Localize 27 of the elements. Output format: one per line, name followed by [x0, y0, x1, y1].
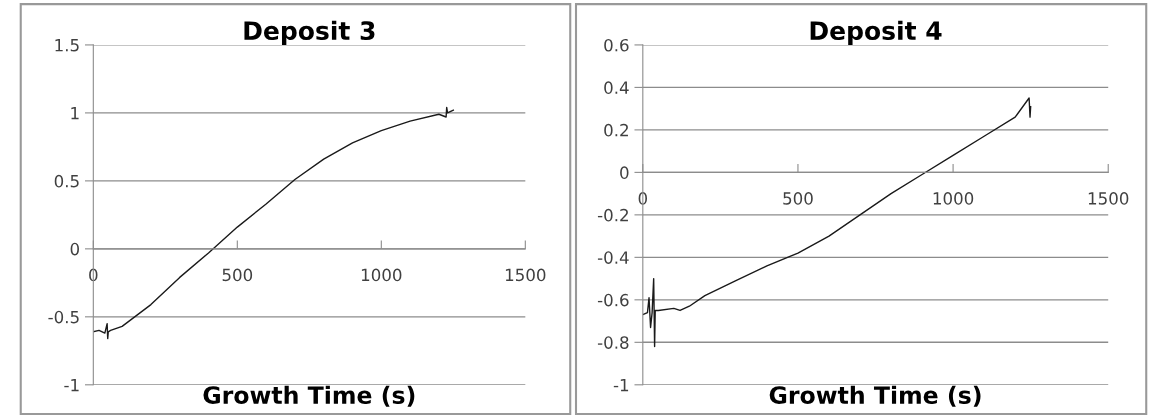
y-tick-label: -0.2 [597, 208, 628, 222]
y-tick-label: -1 [64, 378, 79, 392]
y-tick-label: -0.8 [597, 336, 629, 349]
y-tick-label: -0.5 [48, 310, 79, 324]
y-tick-label: 0.4 [604, 81, 629, 94]
x-tick-label: 1000 [361, 268, 402, 282]
y-tick-label: 0.6 [604, 38, 629, 52]
x-tick-label: 1500 [505, 268, 546, 282]
x-tick-label: 1500 [1088, 192, 1129, 205]
y-tick-label: -0.4 [597, 251, 629, 264]
chart-title: Deposit 3 [244, 20, 375, 45]
x-tick-label: 0 [89, 268, 98, 282]
x-tick-label: 500 [222, 268, 253, 282]
y-tick-label: 0 [620, 166, 629, 179]
x-tick-label: 0 [638, 192, 648, 205]
chart-title: Deposit 4 [810, 20, 942, 45]
y-tick-label: -0.6 [597, 293, 629, 307]
y-tick-label: 1.5 [55, 39, 79, 52]
y-tick-label: 0.2 [604, 123, 628, 137]
x-tick-label: 1000 [933, 192, 974, 205]
y-tick-label: 0 [70, 242, 80, 256]
y-tick-label: 1 [71, 107, 79, 120]
x-axis-title: Growth Time (s) [203, 385, 415, 407]
x-tick-label: 500 [783, 192, 813, 205]
y-tick-label: 0.5 [54, 174, 79, 188]
y-tick-label: -1 [613, 378, 629, 392]
x-axis-title: Growth Time (s) [769, 385, 981, 407]
